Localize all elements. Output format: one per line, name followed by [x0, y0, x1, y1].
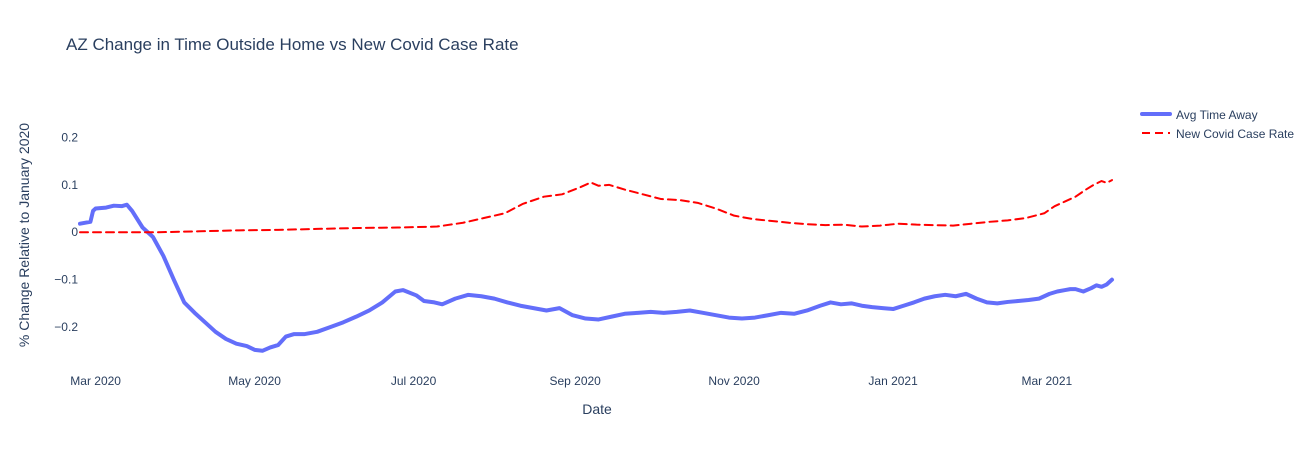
y-axis-label: % Change Relative to January 2020: [16, 123, 32, 347]
x-tick-label: Mar 2020: [70, 374, 121, 388]
legend-label-new-covid-case-rate: New Covid Case Rate: [1176, 127, 1294, 141]
x-tick-label: Nov 2020: [708, 374, 760, 388]
x-tick-label: May 2020: [228, 374, 281, 388]
x-axis-ticks: Mar 2020 May 2020 Jul 2020 Sep 2020 Nov 2020…: [70, 374, 1072, 388]
x-axis-label: Date: [582, 401, 612, 417]
series-line-avg-time-away: [78, 202, 1114, 353]
legend-label-avg-time-away: Avg Time Away: [1176, 108, 1258, 122]
series-line-new-covid-case-rate: [79, 179, 1113, 234]
x-tick-label: Sep 2020: [549, 374, 601, 388]
x-tick-label: Mar 2021: [1021, 374, 1072, 388]
series-layer: [78, 179, 1114, 353]
legend-item-new-covid-case-rate[interactable]: New Covid Case Rate: [1142, 127, 1294, 141]
y-tick-label: 0.2: [61, 130, 78, 144]
y-tick-label: −0.1: [54, 273, 78, 287]
x-tick-label: Jan 2021: [868, 374, 918, 388]
y-axis-ticks: 0.2 0.1 0 −0.1 −0.2: [54, 130, 78, 334]
legend: Avg Time Away New Covid Case Rate: [1140, 108, 1294, 141]
x-tick-label: Jul 2020: [391, 374, 437, 388]
y-tick-label: 0.1: [61, 178, 78, 192]
y-tick-label: −0.2: [54, 320, 78, 334]
y-tick-label: 0: [71, 225, 78, 239]
legend-item-avg-time-away[interactable]: Avg Time Away: [1140, 108, 1258, 122]
chart-title: AZ Change in Time Outside Home vs New Co…: [66, 35, 519, 54]
